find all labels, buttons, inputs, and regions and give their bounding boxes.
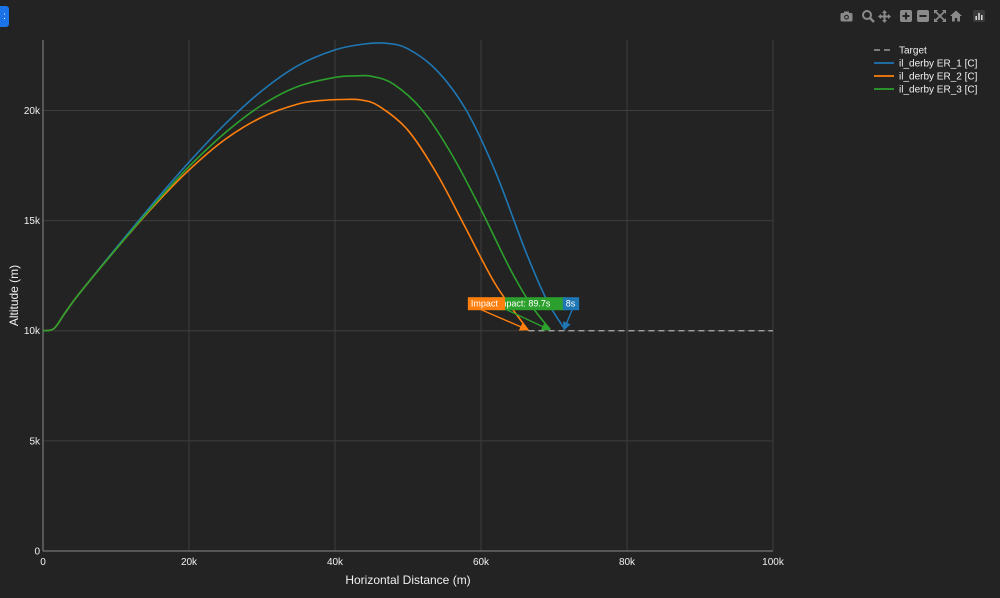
x-tick-label: 100k bbox=[762, 557, 785, 568]
legend: Target il_derby ER_1 [C] il_derby ER_2 [C]… bbox=[874, 46, 978, 96]
x-axis-title: Horizontal Distance (m) bbox=[345, 573, 470, 587]
series-line-il-derby-er-3-c bbox=[42, 74, 551, 332]
annotation-arrow bbox=[562, 307, 574, 331]
y-axis-title: Altitude (m) bbox=[7, 265, 21, 326]
annotation-arrow bbox=[503, 307, 551, 331]
annotation-label: Impact: 89.7s bbox=[496, 299, 551, 309]
x-tick-label: 20k bbox=[181, 557, 198, 568]
pan-icon[interactable] bbox=[876, 8, 892, 24]
legend-item-label[interactable]: Target bbox=[899, 46, 927, 57]
zoom-out-icon[interactable] bbox=[915, 8, 931, 24]
x-tick-label: 0 bbox=[40, 557, 46, 568]
annotation-label-box bbox=[467, 297, 506, 311]
annotation-label: 8s bbox=[566, 299, 576, 309]
annotation-label: Impact bbox=[471, 299, 499, 309]
zoom-in-icon[interactable] bbox=[898, 8, 914, 24]
y-tick-label: 5k bbox=[29, 436, 41, 447]
annotation-label-box bbox=[493, 297, 568, 311]
y-tick-label: 10k bbox=[24, 326, 41, 337]
legend-item-label[interactable]: il_derby ER_3 [C] bbox=[899, 85, 978, 96]
y-tick-label: 0 bbox=[34, 547, 40, 558]
plotly-logo-icon[interactable] bbox=[971, 8, 987, 24]
legend-item-label[interactable]: il_derby ER_1 [C] bbox=[899, 59, 978, 70]
y-tick-label: 15k bbox=[24, 216, 41, 227]
annotation-arrow bbox=[477, 307, 529, 331]
gridlines bbox=[43, 40, 774, 551]
legend-item-label[interactable]: il_derby ER_2 [C] bbox=[899, 72, 978, 83]
x-tick-label: 60k bbox=[473, 557, 490, 568]
reset-axes-icon[interactable] bbox=[948, 8, 964, 24]
x-tick-label: 40k bbox=[327, 557, 344, 568]
y-tick-label: 20k bbox=[24, 106, 41, 117]
series-line-il-derby-er-1-c bbox=[42, 42, 566, 332]
axes: 0 20k 40k 60k 80k 100k 0 5k 10k 15k 20k bbox=[24, 40, 785, 568]
zoom-icon[interactable] bbox=[860, 8, 876, 24]
x-tick-label: 80k bbox=[619, 557, 636, 568]
camera-icon[interactable] bbox=[838, 8, 854, 24]
plot-area bbox=[42, 42, 773, 332]
autoscale-icon[interactable] bbox=[932, 8, 948, 24]
corner-menu-button[interactable]: : bbox=[0, 6, 9, 27]
series-line-il-derby-er-2-c bbox=[42, 98, 530, 332]
annotation-label-box bbox=[562, 297, 580, 311]
